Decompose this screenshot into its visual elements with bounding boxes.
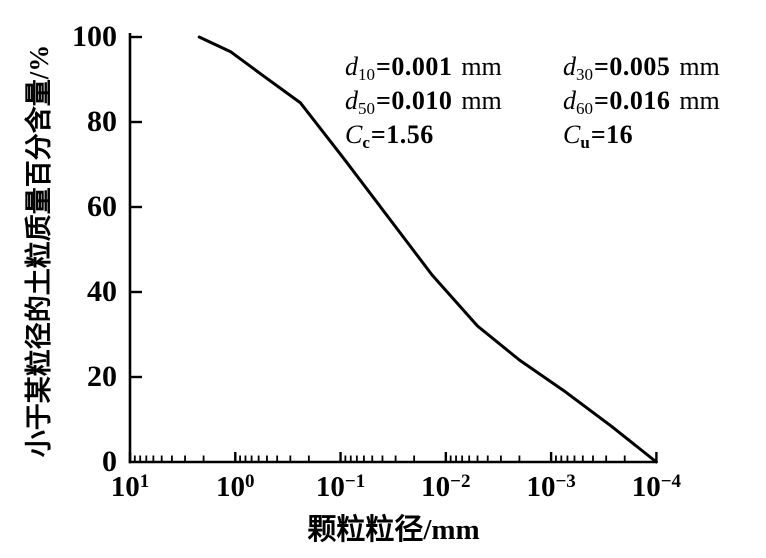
annotation-value: =0.010 <box>376 86 453 115</box>
annotation-Cu: Cu=16 <box>563 120 720 154</box>
x-tick-base: 10 <box>421 471 451 503</box>
x-tick-exponent: 1 <box>139 471 150 492</box>
x-tick-label: 10−4 <box>606 467 706 502</box>
annotation-symbol: C <box>345 120 363 149</box>
annotation-value: =0.001 <box>376 52 453 81</box>
annotation-symbol: d <box>563 52 576 81</box>
annotation-unit: mm <box>461 52 502 81</box>
annotation-symbol: C <box>563 120 581 149</box>
annotation-unit: mm <box>461 86 502 115</box>
y-tick-label: 60 <box>87 190 117 223</box>
x-tick-label: 10−1 <box>291 467 391 502</box>
annotation-unit: mm <box>679 86 720 115</box>
y-tick-label: 40 <box>87 275 117 308</box>
annotation-subscript: u <box>580 133 590 152</box>
annotation-value: =16 <box>590 120 634 149</box>
grain-size-distribution-curve <box>197 35 658 464</box>
annotation-subscript: 30 <box>576 65 593 84</box>
annotation-subscript: c <box>362 133 370 152</box>
annotation-value: =0.016 <box>594 86 671 115</box>
annotation-subscript: 60 <box>576 99 593 118</box>
y-tick-label: 20 <box>87 360 117 393</box>
y-tick-label: 100 <box>72 20 117 53</box>
x-tick-label: 10−2 <box>396 467 496 502</box>
annotation-subscript: 10 <box>358 65 375 84</box>
annotation-subscript: 50 <box>358 99 375 118</box>
annotation-symbol: d <box>345 86 358 115</box>
x-tick-base: 10 <box>526 471 556 503</box>
y-axis-title: 小于某粒径的土粒质量百分含量/% <box>24 44 54 458</box>
annotation-unit: mm <box>679 52 720 81</box>
annotation-d30: d30=0.005 mm <box>563 52 720 86</box>
annotation-d50: d50=0.010 mm <box>345 86 563 120</box>
x-tick-label: 10−3 <box>501 467 601 502</box>
annotation-Cc: Cc=1.56 <box>345 120 563 154</box>
annotation-symbol: d <box>563 86 576 115</box>
annotation-d60: d60=0.016 mm <box>563 86 720 120</box>
x-tick-base: 10 <box>110 471 140 503</box>
annotation-value: =1.56 <box>370 120 434 149</box>
parameter-annotations: d10=0.001 mm d30=0.005 mm d50=0.010 mm d60=0.0… <box>345 52 720 154</box>
x-tick-exponent: −3 <box>555 471 576 492</box>
x-axis-title: 颗粒粒径/mm <box>307 514 480 546</box>
x-tick-base: 10 <box>216 471 246 503</box>
y-tick-label: 0 <box>102 445 117 478</box>
y-tick-label: 80 <box>87 105 117 138</box>
x-tick-label: 100 <box>185 467 285 502</box>
x-tick-exponent: −4 <box>660 471 682 492</box>
annotation-value: =0.005 <box>594 52 671 81</box>
x-tick-exponent: −1 <box>344 471 366 492</box>
annotation-d10: d10=0.001 mm <box>345 52 563 86</box>
annotation-symbol: d <box>345 52 358 81</box>
x-tick-exponent: −2 <box>450 471 471 492</box>
x-tick-base: 10 <box>315 471 345 503</box>
x-tick-base: 10 <box>631 471 661 503</box>
x-tick-label: 101 <box>80 467 180 502</box>
x-tick-exponent: 0 <box>245 471 255 492</box>
